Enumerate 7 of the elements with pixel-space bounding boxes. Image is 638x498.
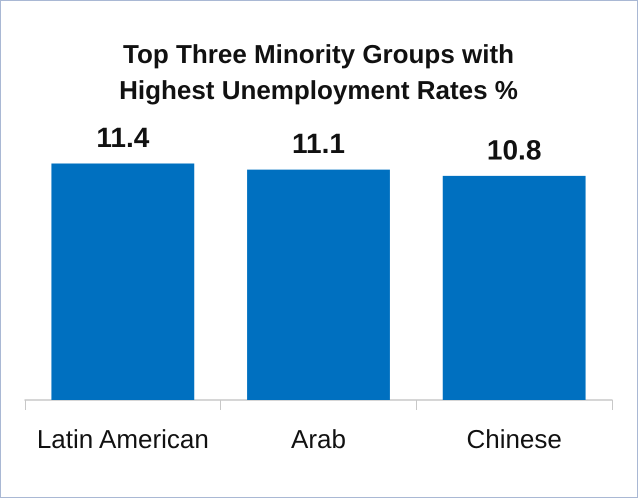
data-label: 10.8 <box>486 134 542 166</box>
data-label: 11.1 <box>292 128 345 160</box>
x-tick-label: Chinese <box>466 424 562 454</box>
x-tick-label: Arab <box>291 424 346 454</box>
x-tick-label: Latin American <box>36 424 209 454</box>
chart-title: Top Three Minority Groups with Highest Unemployment Rates % <box>119 39 518 105</box>
data-label: 11.4 <box>96 122 150 153</box>
